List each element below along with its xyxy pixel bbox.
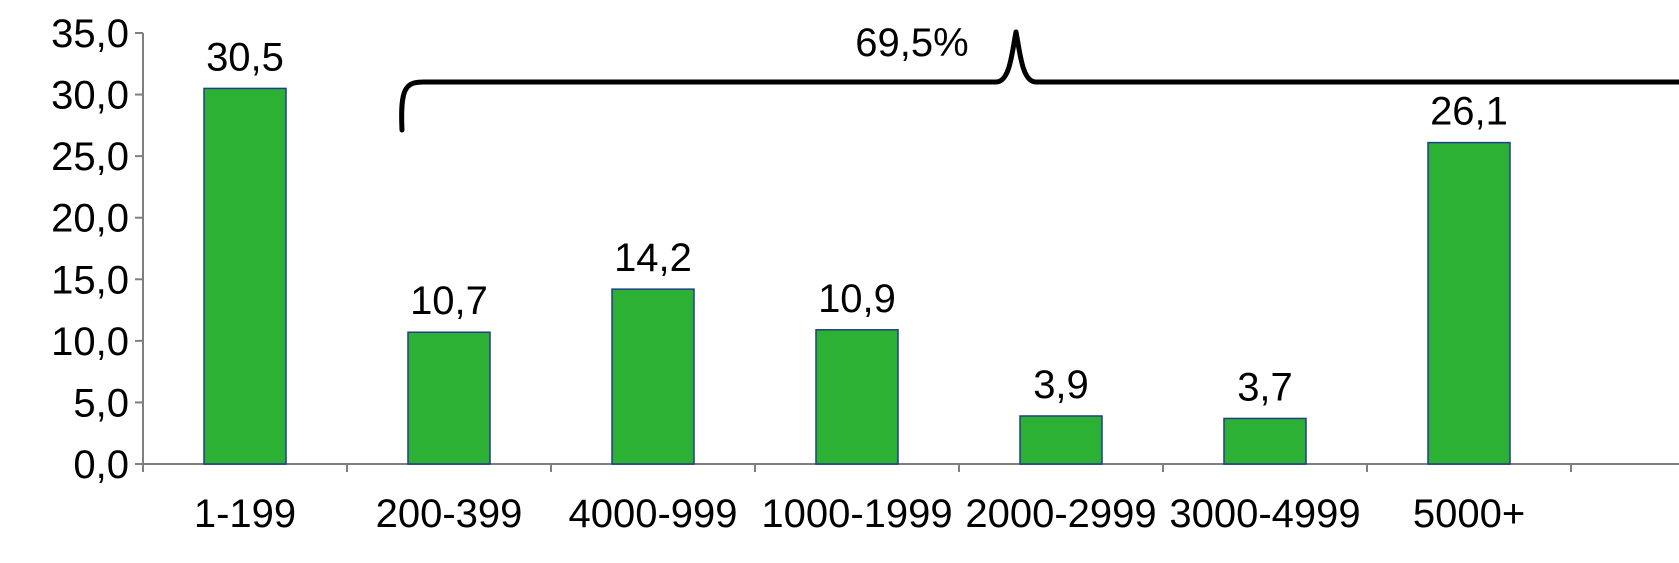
- x-tick-label: 1000-1999: [761, 492, 952, 536]
- y-tick-label: 15,0: [51, 258, 129, 302]
- y-axis: 0,0 5,0 10,0 15,0 20,0 25,0 30,0 35,0: [51, 12, 144, 487]
- x-tick-label: 3000-4999: [1169, 492, 1360, 536]
- y-tick-label: 0,0: [73, 443, 129, 487]
- bar: [611, 288, 695, 465]
- x-tick-label: 200-399: [376, 492, 523, 536]
- bar: [1223, 417, 1307, 465]
- y-tick-label: 30,0: [51, 74, 129, 118]
- y-tick-label: 35,0: [51, 12, 129, 56]
- brace-annotation-label: 69,5%: [855, 21, 968, 65]
- x-tick-label: 4000-999: [568, 492, 737, 536]
- bar: [203, 87, 287, 465]
- y-tick-label: 5,0: [73, 381, 129, 425]
- x-tick-label: 2000-2999: [965, 492, 1156, 536]
- bar: [815, 329, 899, 465]
- bar-value-label: 3,9: [1033, 363, 1089, 407]
- y-tick-label: 25,0: [51, 135, 129, 179]
- bar: [1019, 415, 1103, 465]
- bar-value-label: 14,2: [614, 236, 692, 280]
- x-tick-label: 1-199: [194, 492, 296, 536]
- x-tick-label: 5000+: [1413, 492, 1525, 536]
- bar-value-label: 3,7: [1237, 365, 1293, 409]
- y-tick-label: 20,0: [51, 197, 129, 241]
- bar-value-label: 10,9: [818, 277, 896, 321]
- y-tick-label: 10,0: [51, 320, 129, 364]
- bar-value-label: 30,5: [206, 35, 284, 79]
- bar: [1427, 141, 1511, 465]
- bars: [203, 87, 1511, 465]
- value-labels: 30,5 10,7 14,2 10,9 3,9 3,7 26,1: [206, 35, 1508, 409]
- bar-value-label: 10,7: [410, 279, 488, 323]
- brace-shape: [399, 29, 1679, 133]
- bar: [407, 331, 491, 465]
- x-axis: 1-199 200-399 4000-999 1000-1999 2000-2999 30…: [142, 463, 1679, 536]
- brace-annotation: 69,5%: [399, 21, 1679, 133]
- bar-value-label: 26,1: [1430, 90, 1508, 134]
